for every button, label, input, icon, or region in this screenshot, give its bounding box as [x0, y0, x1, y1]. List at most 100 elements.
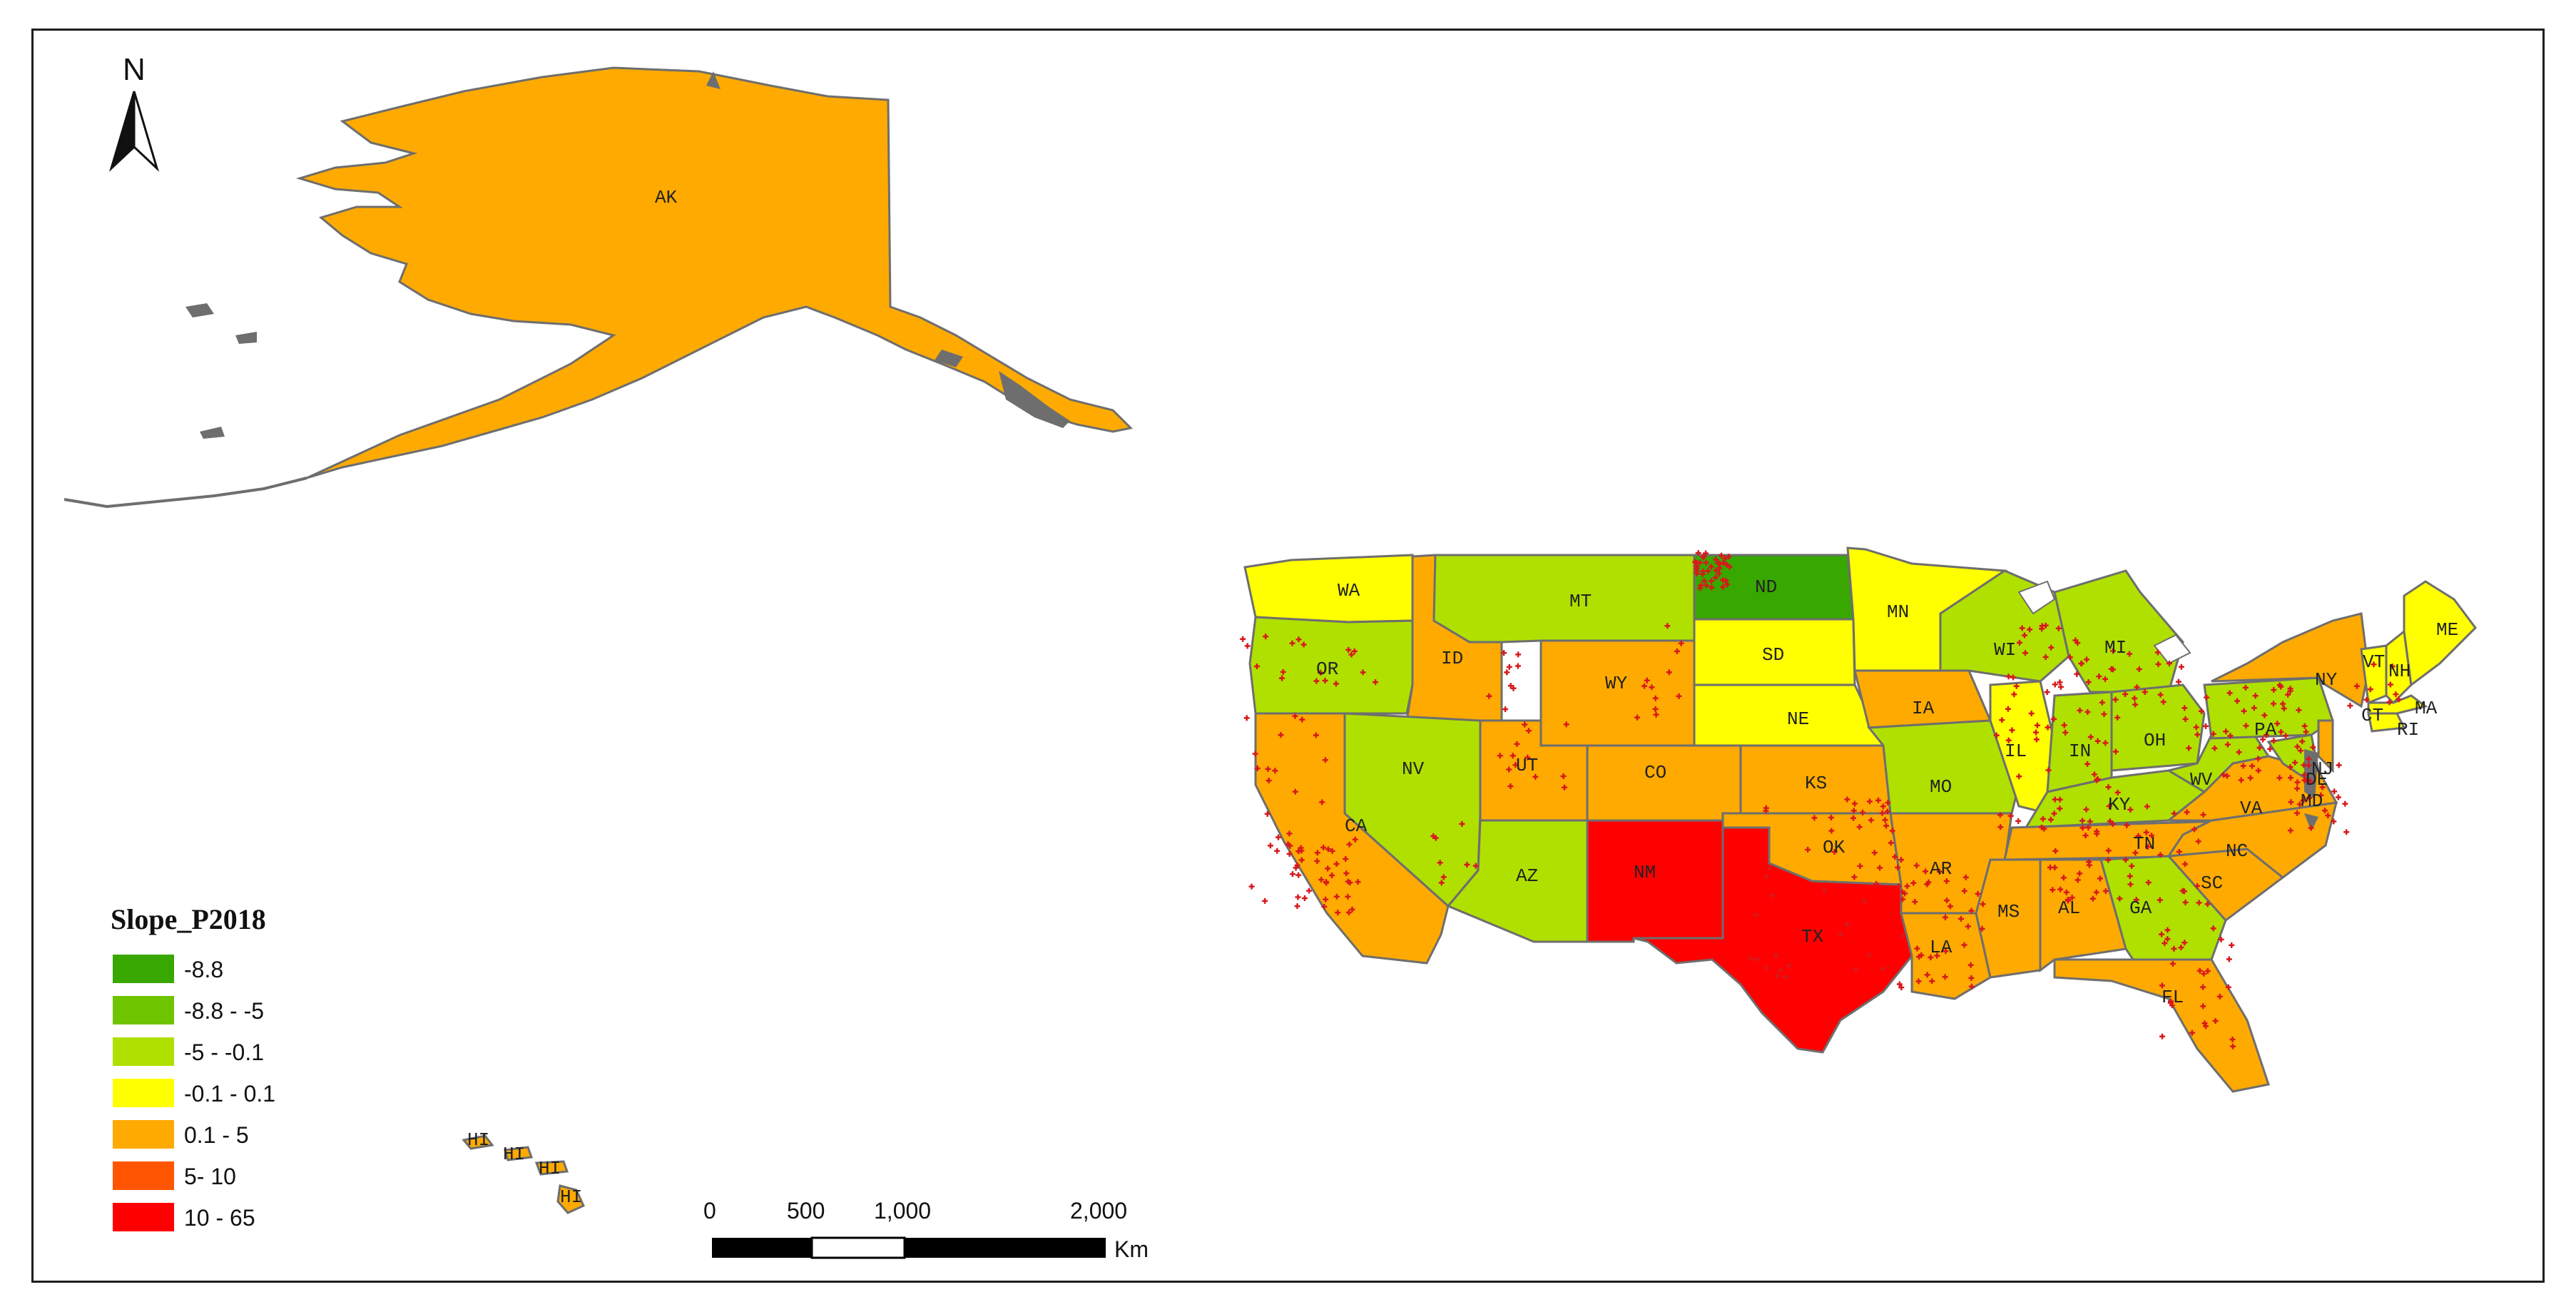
site-point	[2083, 806, 2089, 813]
site-point	[2091, 771, 2097, 778]
site-point	[2009, 727, 2015, 733]
site-point	[2182, 899, 2189, 905]
label-nv: NV	[1402, 758, 1425, 780]
state-tx[interactable]	[1633, 826, 1913, 1054]
state-oh[interactable]	[2110, 683, 2206, 772]
site-point	[2229, 942, 2235, 948]
site-point	[2057, 683, 2064, 690]
site-point	[1325, 846, 1331, 853]
site-point	[2108, 666, 2114, 672]
site-point	[2307, 778, 2313, 785]
site-point	[1329, 873, 1335, 879]
site-point	[2039, 824, 2045, 830]
site-point	[2133, 897, 2139, 903]
site-point	[2143, 829, 2149, 835]
state-ak[interactable]	[295, 66, 1134, 479]
site-point	[1272, 768, 1278, 774]
site-point	[2016, 773, 2022, 780]
site-point	[1314, 850, 1320, 856]
site-point	[2160, 698, 2167, 705]
site-point	[1763, 873, 1770, 880]
site-point	[2105, 857, 2112, 863]
site-point	[1898, 857, 1904, 863]
site-point	[1913, 863, 1920, 869]
site-point	[2157, 897, 2163, 903]
site-point	[1703, 550, 1709, 556]
site-point	[1322, 757, 1328, 763]
north-arrow-letter: N	[123, 52, 146, 87]
site-point	[1323, 896, 1329, 902]
label-hi-2: HI	[503, 1144, 525, 1165]
site-point	[2331, 788, 2338, 795]
site-point	[1502, 706, 1509, 713]
state-ms[interactable]	[1975, 858, 2042, 979]
site-point	[1871, 850, 1878, 856]
legend-swatch	[113, 1161, 174, 1190]
site-point	[2099, 699, 2105, 706]
scale-tick-0: 0	[703, 1198, 716, 1224]
site-point	[2011, 691, 2017, 698]
site-point	[2281, 706, 2287, 712]
label-nd: ND	[1755, 576, 1777, 598]
site-point	[2212, 1018, 2219, 1024]
site-point	[2112, 748, 2119, 755]
site-point	[2048, 644, 2055, 651]
site-point	[1253, 663, 1260, 669]
site-point	[1857, 863, 1863, 869]
legend-swatch	[113, 1079, 174, 1107]
state-mi[interactable]	[2053, 569, 2184, 693]
state-ny[interactable]	[2211, 612, 2370, 708]
site-point	[2057, 796, 2063, 803]
site-point	[2278, 728, 2284, 735]
state-fl[interactable]	[2053, 958, 2270, 1093]
legend-swatch	[113, 1203, 174, 1231]
site-point	[1320, 844, 1327, 850]
state-mt[interactable]	[1432, 554, 1696, 644]
site-point	[2255, 756, 2261, 762]
site-point	[2154, 649, 2161, 656]
site-point	[2195, 838, 2201, 845]
site-point	[1713, 574, 1719, 581]
scale-seg-3	[905, 1238, 1106, 1258]
site-point	[2234, 698, 2241, 704]
site-point	[1286, 830, 1293, 837]
state-al[interactable]	[2039, 858, 2127, 972]
state-wa[interactable]	[1243, 554, 1414, 624]
site-point	[1652, 706, 1659, 712]
label-va: VA	[2240, 798, 2263, 819]
site-point	[2202, 723, 2209, 729]
site-point	[1885, 800, 1891, 806]
site-point	[1961, 942, 1967, 948]
state-me[interactable]	[2403, 580, 2477, 687]
site-point	[2117, 895, 2123, 902]
site-point	[1880, 803, 1886, 810]
site-point	[2127, 873, 2133, 880]
site-point	[2270, 701, 2276, 707]
site-point	[2159, 931, 2165, 937]
site-point	[2276, 775, 2283, 781]
site-point	[1766, 865, 1773, 872]
site-point	[2079, 825, 2086, 831]
site-point	[1912, 899, 1918, 905]
site-point	[1942, 914, 1948, 920]
site-point	[1243, 715, 1250, 721]
state-ct-ri[interactable]	[2367, 712, 2406, 733]
site-point	[2226, 690, 2233, 696]
site-point	[2169, 960, 2176, 967]
site-point	[1360, 669, 1366, 676]
site-point	[1348, 651, 1355, 658]
site-point	[1522, 721, 1528, 728]
site-point	[2299, 738, 2306, 745]
state-hi[interactable]	[462, 1134, 585, 1214]
site-point	[1943, 878, 1950, 884]
site-point	[2263, 732, 2269, 738]
site-point	[2227, 733, 2234, 739]
site-point	[2171, 810, 2177, 817]
state-nj[interactable]	[2317, 719, 2334, 773]
site-point	[1965, 923, 1971, 930]
site-point	[2040, 815, 2046, 822]
site-point	[2294, 785, 2301, 792]
legend-items: -8.8 -8.8 - -5 -5 - -0.1 -0.1 - 0.1 0.1 - 5 5…	[113, 955, 275, 1231]
site-point	[1298, 845, 1304, 851]
site-point	[2261, 712, 2268, 718]
